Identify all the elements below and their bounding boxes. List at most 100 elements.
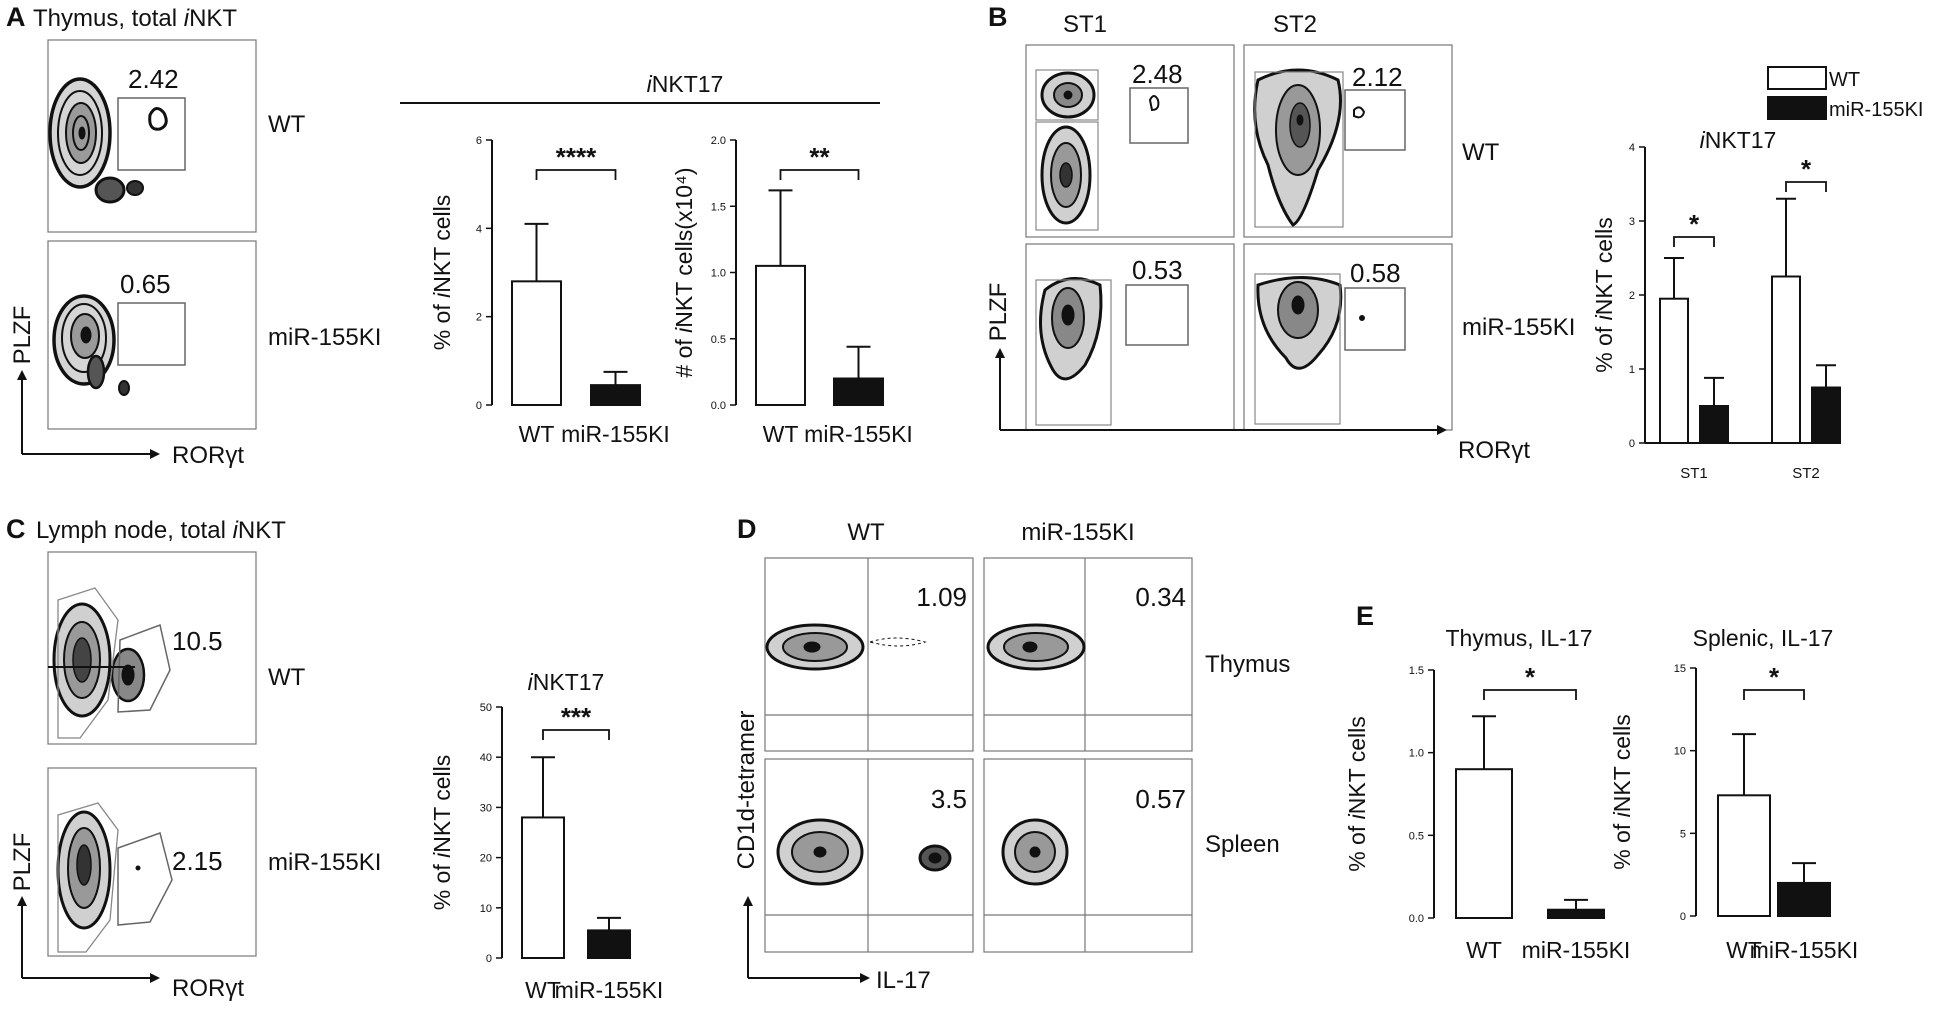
bar-wt [511, 280, 562, 407]
y-axis-label: # of iNKT cells(x10⁴) [671, 167, 697, 377]
significance-stars: * [1525, 662, 1536, 692]
row-label-d-spleen: Spleen [1205, 831, 1280, 858]
chart-title: Thymus, IL-17 [1446, 625, 1593, 651]
gate-d-ki-spleen-value: 0.57 [1135, 784, 1186, 814]
plot-frame-b-st1-wt [1025, 44, 1235, 238]
y-tick-label: 30 [480, 802, 492, 814]
panel-a-title: Thymus, total iNKT [33, 5, 237, 32]
category-label: ST1 [1680, 465, 1708, 482]
gate-b-st2-ki-value: 0.58 [1350, 258, 1401, 288]
gate-a-ki [117, 302, 186, 366]
panel-c-title: Lymph node, total iNKT [36, 517, 286, 544]
chart-title: iNKT17 [528, 669, 605, 695]
significance-bracket [1743, 689, 1805, 700]
row-label-d-thymus: Thymus [1205, 651, 1290, 678]
category-label: ST2 [1792, 465, 1820, 482]
contour-b-st1-ki [1039, 277, 1103, 381]
gate-c-ki [117, 832, 173, 926]
category-label: miR-155KI [561, 421, 670, 447]
category-label: miR-155KI [1750, 937, 1859, 963]
contour-b-st2-wt [1253, 68, 1366, 227]
significance-stars: * [1801, 154, 1812, 184]
y-tick-label: 3 [1629, 216, 1635, 228]
panel-letter-d: D [737, 514, 757, 544]
panel-letter-b: B [988, 2, 1008, 32]
significance-stars: *** [561, 702, 592, 732]
panel-a-flow: A Thymus, total iNKT 2.42 0.65 WT miR- [6, 2, 381, 469]
gate-c-ki-value: 2.15 [172, 846, 223, 876]
x-axis-label-d: IL-17 [876, 967, 931, 994]
plot-frame-a-ki [47, 240, 257, 430]
contour-c-ki [56, 810, 141, 930]
panel-letter-a: A [6, 2, 26, 32]
y-axis-label: % of iNKT cells [429, 195, 455, 351]
contour-d-ki-spleen [1001, 818, 1069, 886]
y-tick-label: 1.0 [711, 268, 726, 280]
y-tick-label: 1.5 [1409, 665, 1424, 677]
row-label-c-wt: WT [268, 664, 306, 691]
contour-c-wt [52, 602, 146, 718]
category-label: WT [519, 421, 555, 447]
x-axis-label-b: RORγt [1458, 437, 1530, 464]
category-label: miR-155KI [1522, 937, 1631, 963]
panel-b-flow: B ST1 ST2 2.48 2.12 [985, 2, 1923, 464]
gate-c-wt-value: 10.5 [172, 626, 223, 656]
gate-b-st2-ki [1344, 287, 1406, 351]
y-tick-label: 40 [480, 752, 492, 764]
y-axis-label: % of iNKT cells [1609, 714, 1635, 870]
y-axis-label-a: PLZF [9, 306, 36, 365]
x-axis-label-a: RORγt [172, 442, 244, 469]
significance-bracket [1483, 689, 1577, 700]
y-tick-label: 2.0 [711, 135, 726, 147]
y-tick-label: 4 [1629, 142, 1635, 154]
panel-a-bars-header: iNKT17 [400, 71, 880, 104]
bar-chart-b-grouped: 0 1 2 3 4 * ST1 * ST2 % of iNKT cells iNKT17 [1591, 127, 1841, 482]
bar-st1-wt [1659, 297, 1689, 445]
y-tick-label: 0.0 [711, 400, 726, 412]
significance-bracket [535, 169, 617, 180]
legend-swatch-wt [1767, 66, 1827, 90]
row-label-b-wt: WT [1462, 139, 1500, 166]
bar-mir-155ki [1777, 881, 1831, 918]
panel-c-flow: C Lymph node, total iNKT 10.5 2.15 WT mi… [6, 514, 381, 1002]
y-axis-label: % of iNKT cells [429, 755, 455, 911]
gate-c-wt [117, 623, 171, 713]
y-tick-label: 2 [1629, 290, 1635, 302]
legend-label-ki: miR-155KI [1829, 99, 1923, 121]
y-tick-label: 2 [476, 312, 482, 324]
y-tick-label: 0.5 [1409, 830, 1424, 842]
col-label-b-st2: ST2 [1273, 11, 1317, 38]
col-label-d-wt: WT [847, 519, 885, 546]
row-label-a-ki: miR-155KI [268, 324, 381, 351]
bar-mir-155ki [590, 384, 641, 406]
row-label-a-wt: WT [268, 111, 306, 138]
y-tick-label: 0.0 [1409, 913, 1424, 925]
bar-st2-ki [1811, 386, 1841, 444]
significance-stars: * [1769, 662, 1780, 692]
significance-stars: **** [556, 142, 597, 172]
y-tick-label: 0 [1629, 438, 1635, 450]
panel-letter-e: E [1356, 601, 1374, 631]
contour-a-wt [48, 77, 168, 204]
legend-b: WT miR-155KI [1767, 66, 1923, 121]
y-tick-label: 15 [1674, 663, 1686, 675]
y-tick-label: 20 [480, 853, 492, 865]
gate-b-st1-wt [1129, 87, 1189, 144]
bar-st2-wt [1771, 275, 1801, 444]
y-axis-label: % of iNKT cells [1591, 217, 1617, 373]
chart-title: iNKT17 [1700, 127, 1777, 153]
contour-a-ki [52, 294, 130, 396]
significance-bracket [779, 169, 860, 180]
plot-frame-d-wt-spleen [764, 758, 974, 953]
significance-bracket [542, 729, 610, 740]
gate-b-st1-wt-value: 2.48 [1132, 59, 1183, 89]
y-tick-label: 0 [476, 400, 482, 412]
plot-frame-c-ki [47, 767, 257, 957]
plot-frame-d-wt-thymus [764, 557, 974, 752]
category-label: WT [763, 421, 799, 447]
significance-bracket [1673, 236, 1715, 247]
category-label: miR-155KI [804, 421, 913, 447]
gate-d-wt-spleen-value: 3.5 [931, 784, 967, 814]
bar-chart-e-thymus: 0.0 0.5 1.0 1.5 WT miR-155KI * % of iNKT cells T… [1344, 625, 1630, 963]
